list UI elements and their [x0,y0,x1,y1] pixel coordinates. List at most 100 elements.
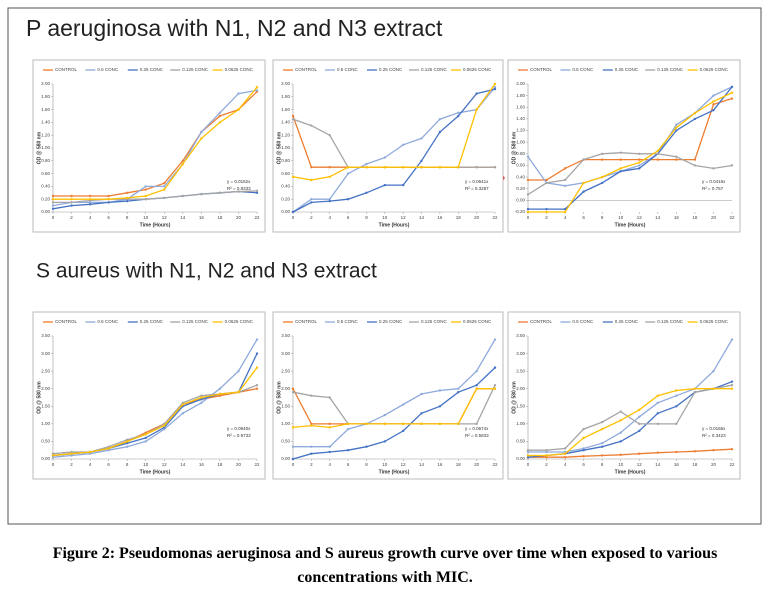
chart-frame [272,59,504,233]
x-tick-label: 2 [545,462,548,467]
point [383,422,387,426]
point [693,117,697,121]
point [291,175,295,178]
point [545,207,548,211]
point [401,429,405,433]
y-tick-label: 0.40 [516,174,525,179]
point [457,391,460,394]
point [163,196,166,200]
point [638,152,641,156]
point [493,166,497,169]
x-tick-label: 12 [401,215,407,220]
chart-frame [507,311,741,480]
y-axis-label: OD @ 580 nm [276,381,282,414]
y-tick-label: 1.20 [281,132,290,137]
point [401,422,405,426]
y-tick-label: 0.80 [41,158,50,163]
y-tick-label: 1.00 [516,421,525,426]
legend-label: 0.0625 CONC [700,67,729,72]
x-tick-label: 22 [492,462,498,467]
section-title: S aureus with N1, N2 and N3 extract [36,260,377,283]
y-tick-label: 1.00 [41,145,50,150]
y-tick-label: 3.00 [281,351,290,356]
point [619,170,622,173]
point [163,424,166,427]
x-tick-label: 10 [143,462,149,467]
y-tick-label: 0.00 [281,456,290,461]
point [582,427,585,431]
point [383,413,387,417]
point [545,210,548,214]
point [600,152,604,156]
legend-label: 0.25 CONC [615,319,639,324]
point [107,194,110,198]
point [438,422,442,426]
point [675,129,678,132]
point [656,149,660,153]
point [493,82,497,86]
point [712,167,715,170]
point [526,155,530,158]
point [420,159,423,162]
point [712,449,715,452]
point [255,384,259,387]
point [237,369,240,373]
x-axis-label: Time (Hours) [615,469,646,475]
y-axis-label: OD @ 580 nm [36,381,42,414]
x-tick-label: 18 [692,462,698,467]
point [675,155,678,158]
point [563,167,567,170]
y-tick-label: 2.50 [41,368,50,373]
point [237,190,240,193]
y-tick-label: 0.20 [41,196,50,201]
annotation: R² = 0.5833 [465,433,489,438]
point [291,118,295,121]
series-line [52,367,258,457]
series-line [528,97,733,181]
point [255,387,259,390]
x-tick-label: 0 [292,462,295,467]
point [563,452,567,455]
x-tick-label: 12 [637,215,643,220]
point [712,387,715,390]
series-line [528,92,733,213]
y-tick-label: 1.50 [41,403,50,408]
point [401,166,405,169]
point [218,191,222,194]
y-tick-label: 0.00 [281,209,290,214]
point [730,91,734,94]
point [218,114,222,118]
point [730,164,734,167]
point [493,338,497,341]
point [457,166,460,169]
y-tick-label: 0.00 [41,456,50,461]
point [200,401,203,404]
point [144,198,147,201]
point [328,166,331,169]
x-tick-label: 14 [655,462,661,467]
x-tick-label: 20 [474,215,480,220]
point [420,166,423,169]
point [656,158,660,161]
legend-label: 0.25 CONC [615,67,639,72]
series-line [53,86,258,200]
series-line [292,388,495,429]
point [255,189,259,193]
point [310,394,313,397]
point [545,178,548,182]
x-tick-label: 16 [199,462,205,467]
legend-label: 0.125 CONC [421,67,448,72]
y-tick-label: 1.80 [516,93,525,98]
point [600,181,604,185]
point [328,426,331,429]
point [163,188,166,191]
x-tick-label: 6 [347,215,350,220]
point [237,391,240,394]
x-tick-label: 16 [437,462,443,467]
point [475,92,478,95]
chart: CONTROL 0.5 CONC 0.25 CONC 0.125 CONC 0.0625… [507,59,741,233]
point [144,188,147,191]
point [70,198,73,201]
point [200,130,203,134]
point [200,137,203,140]
